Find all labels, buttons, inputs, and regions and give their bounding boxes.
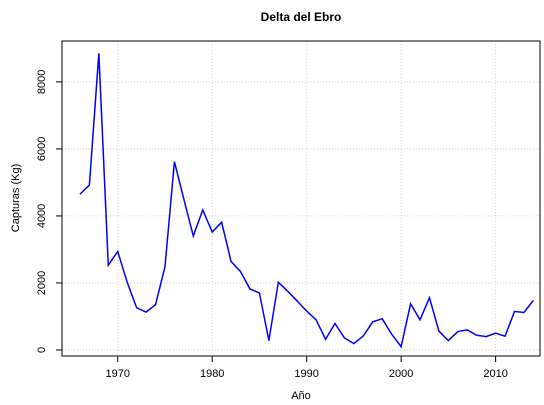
x-tick-label: 1990 <box>294 368 318 380</box>
y-tick-label: 2000 <box>36 271 48 295</box>
chart-title: Delta del Ebro <box>261 10 342 24</box>
x-tick-label: 1970 <box>105 368 129 380</box>
y-tick-label: 4000 <box>36 204 48 228</box>
data-line <box>79 53 534 349</box>
y-tick-label: 8000 <box>36 70 48 94</box>
x-tick-label: 1980 <box>200 368 224 380</box>
x-tick-label: 2000 <box>389 368 413 380</box>
y-axis-label: Capturas (Kg) <box>10 164 22 232</box>
y-tick-label: 0 <box>36 347 48 353</box>
x-tick-label: 2010 <box>483 368 507 380</box>
plot-frame <box>61 40 541 357</box>
y-tick-label: 6000 <box>36 137 48 161</box>
x-axis-label: Año <box>291 390 311 402</box>
